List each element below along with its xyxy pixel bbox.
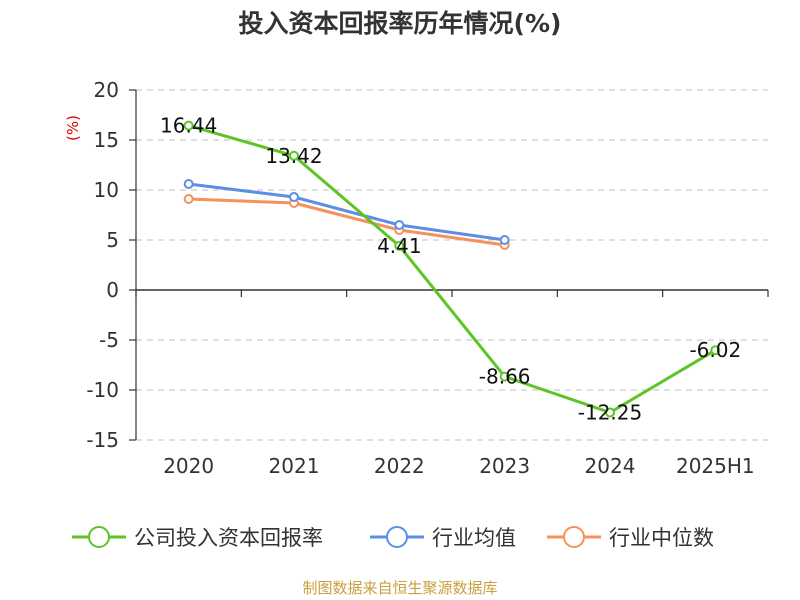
data-label: -8.66	[479, 365, 531, 389]
data-point	[183, 120, 194, 131]
legend-label: 公司投入资本回报率	[134, 526, 323, 550]
legend: 公司投入资本回报率 行业均值 行业中位数	[72, 526, 714, 550]
x-tick-label: 2021	[269, 454, 320, 478]
x-tick-label: 2022	[374, 454, 425, 478]
data-label: 13.42	[265, 144, 322, 168]
series-line	[188, 197, 505, 247]
y-tick-label: 15	[94, 128, 119, 152]
legend-marker-circle	[88, 526, 110, 548]
source-note: 制图数据来自恒生聚源数据库	[302, 579, 498, 597]
legend-marker-circle	[386, 526, 408, 548]
legend-label: 行业中位数	[609, 526, 714, 550]
data-point	[394, 220, 405, 230]
y-tick-label: -15	[86, 428, 119, 452]
data-label: 4.41	[377, 234, 422, 258]
data-label: 16.44	[160, 114, 217, 138]
y-tick-label: 10	[94, 178, 119, 202]
chart-title: 投入资本回报率历年情况(%)	[238, 9, 562, 38]
grid-lines	[136, 89, 768, 441]
data-point	[499, 235, 510, 245]
series-line	[188, 182, 505, 242]
data-point	[499, 371, 510, 382]
legend-marker-circle	[563, 526, 585, 548]
data-point	[710, 345, 721, 356]
data-point	[183, 179, 194, 189]
y-tick-label: -10	[86, 378, 119, 402]
data-point	[605, 407, 615, 418]
legend-label: 行业均值	[432, 526, 516, 550]
x-tick-label: 2020	[163, 454, 214, 478]
y-tick-label: 0	[106, 278, 119, 302]
data-point	[394, 240, 405, 251]
data-labels: 16.44 13.42 4.41 -8.66 -12.25 -6.02	[160, 114, 741, 425]
y-axis-unit-label: (%)	[64, 115, 82, 141]
series-lines	[183, 120, 721, 418]
x-tick-label: 2024	[585, 454, 636, 478]
axes: 20 15 10 5 0 -5 -10 -15 2020 2021 2022 2023 2024 2025…	[86, 78, 769, 478]
y-tick-label: 5	[106, 228, 119, 252]
series-line	[188, 124, 717, 414]
data-point	[289, 192, 299, 202]
x-tick-label: 2025H1	[676, 454, 755, 478]
x-tick-label: 2023	[479, 454, 530, 478]
y-tick-label: -5	[99, 328, 119, 352]
data-label: -6.02	[689, 338, 741, 362]
y-tick-label: 20	[94, 78, 119, 102]
data-label: -12.25	[578, 401, 642, 425]
data-point	[183, 194, 194, 204]
data-point	[289, 150, 299, 161]
